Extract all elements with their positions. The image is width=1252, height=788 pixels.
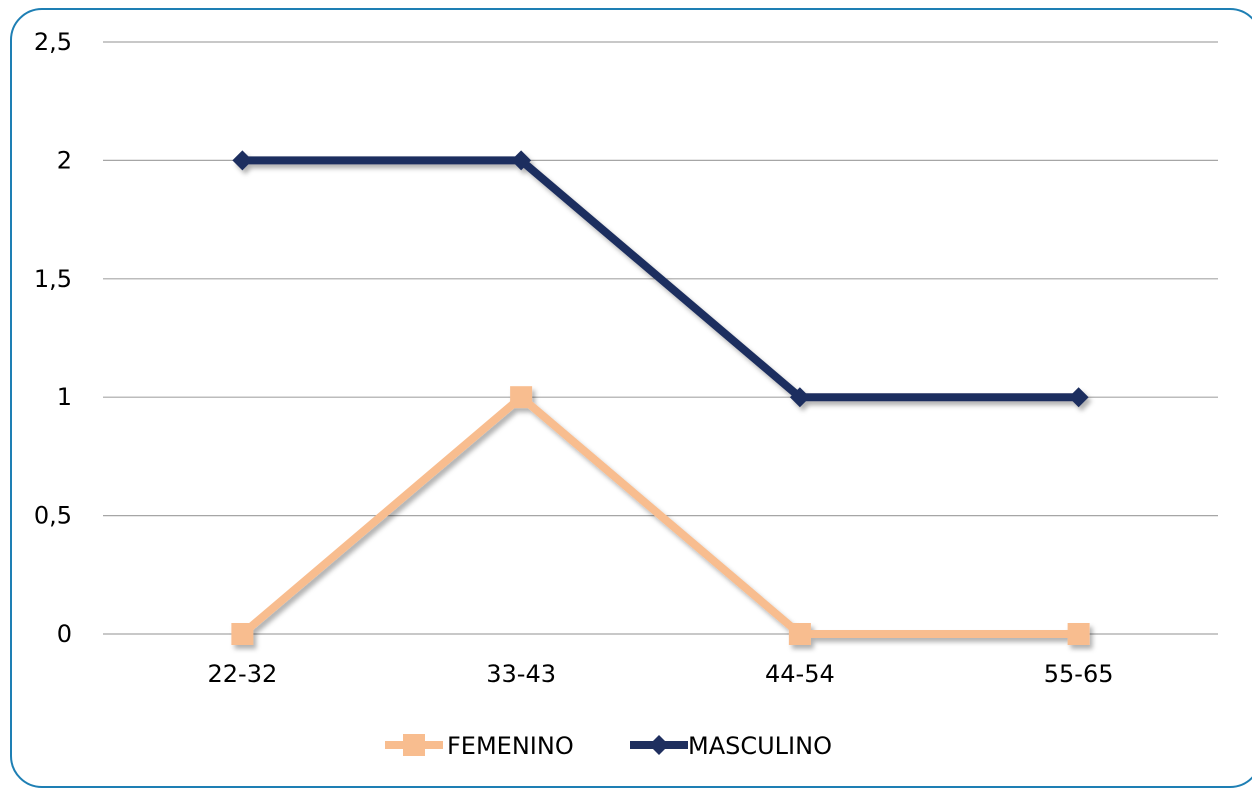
- data-point-marker: [511, 150, 532, 171]
- y-tick-label: 2,5: [34, 28, 72, 56]
- data-point-marker: [788, 623, 811, 645]
- data-point-marker: [232, 150, 253, 171]
- y-axis-tick-labels: 0 0,5 1 1,5 2 2,5: [34, 28, 72, 648]
- data-point-marker: [231, 623, 254, 645]
- series-line: [242, 156, 1079, 402]
- x-axis-tick-labels: 22-32 33-43 44-54 55-65: [208, 660, 1114, 688]
- line-chart: 0 0,5 1 1,5 2 2,5 22-32 33-43 44-54 55-65 FEMENI…: [34, 28, 1218, 760]
- legend-marker: [403, 734, 425, 756]
- legend-marker: [649, 735, 669, 755]
- legend-label: FEMENINO: [447, 732, 574, 760]
- y-tick-label: 1: [57, 383, 72, 411]
- y-tick-label: 0,5: [34, 502, 72, 530]
- data-point-marker: [789, 387, 810, 408]
- y-tick-label: 0: [57, 620, 72, 648]
- series-femenino: [231, 386, 1090, 645]
- series-line: [239, 393, 1079, 638]
- data-point-marker: [510, 386, 533, 409]
- series-lines: [231, 150, 1090, 645]
- x-tick-label: 22-32: [208, 660, 278, 688]
- legend: FEMENINO MASCULINO: [385, 732, 832, 760]
- y-tick-label: 2: [57, 146, 72, 174]
- x-tick-label: 44-54: [765, 660, 835, 688]
- data-point-marker: [1067, 623, 1090, 645]
- gridlines: [103, 41, 1218, 635]
- data-point-marker: [1068, 387, 1089, 408]
- series-masculino: [232, 150, 1089, 408]
- x-tick-label: 33-43: [486, 660, 556, 688]
- x-tick-label: 55-65: [1044, 660, 1114, 688]
- legend-label: MASCULINO: [688, 732, 832, 760]
- y-tick-label: 1,5: [34, 265, 72, 293]
